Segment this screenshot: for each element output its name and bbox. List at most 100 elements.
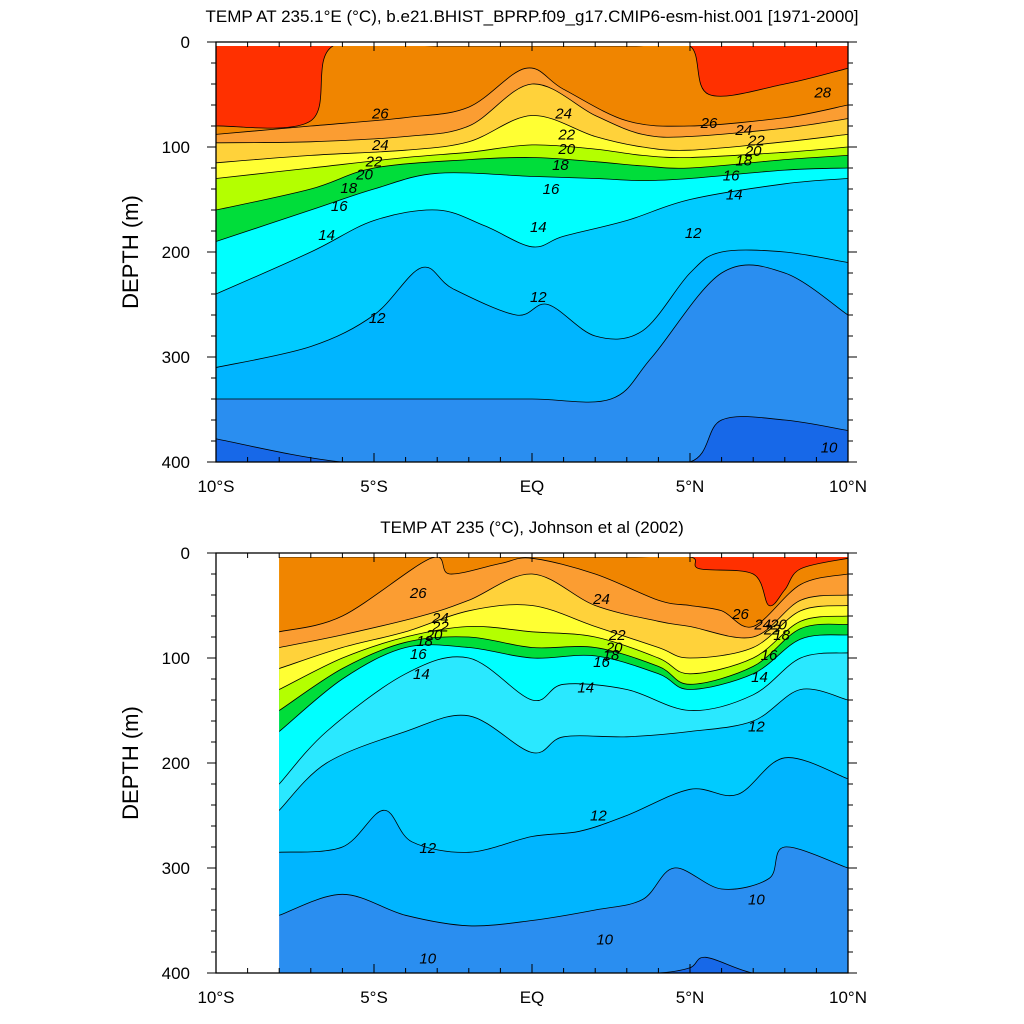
contour-label: 16	[331, 198, 348, 215]
isotherm-13	[279, 688, 848, 811]
contour-label: 22	[763, 622, 781, 639]
contour-label: 20	[769, 616, 787, 633]
y-tick-label: 200	[162, 243, 190, 262]
contour-label: 20	[744, 143, 762, 160]
isotherm-28	[279, 557, 848, 607]
contour-label: 26	[700, 115, 718, 132]
y-tick-label: 400	[162, 453, 190, 472]
isotherm-28	[216, 46, 848, 129]
contour-label: 20	[605, 640, 623, 657]
ticks: 10°S 5°S EQ 5°N 10°N 0 100 200 300 400	[162, 544, 867, 1007]
isotherm-22	[279, 604, 848, 669]
ticks: 10°S 5°S EQ 5°N 10°N 0 100 200 300 400	[162, 33, 867, 496]
y-tick-label: 100	[162, 138, 190, 157]
contour-label: 10	[748, 892, 765, 909]
x-tick-label: 10°S	[197, 477, 234, 496]
y-axis-label: DEPTH (m)	[118, 195, 143, 309]
x-tick-label: 10°S	[197, 988, 234, 1007]
contour-label: 20	[557, 141, 575, 158]
observations-panel: TEMP AT 235 (°C), Johnson et al (2002) D…	[118, 518, 867, 1007]
chart-title: TEMP AT 235 (°C), Johnson et al (2002)	[380, 518, 684, 537]
contour-label: 14	[751, 669, 768, 686]
temperature-bands	[279, 557, 848, 973]
contour-label: 22	[431, 619, 449, 636]
contour-label: 18	[773, 627, 790, 644]
contour-label: 14	[413, 666, 430, 683]
y-tick-label: 100	[162, 649, 190, 668]
y-tick-label: 0	[181, 33, 190, 52]
isotherm-11	[216, 264, 848, 403]
contour-label: 12	[685, 225, 702, 242]
isotherm-26	[279, 557, 848, 633]
contour-label: 18	[603, 647, 620, 664]
contour-label: 16	[723, 167, 740, 184]
contour-label: 14	[577, 679, 594, 696]
chart-title: TEMP AT 235.1°E (°C), b.e21.BHIST_BPRP.f…	[205, 7, 858, 26]
isotherm-18	[216, 154, 848, 211]
isotherm-10	[216, 416, 848, 462]
contour-label: 24	[554, 105, 572, 122]
contour-label: 24	[431, 610, 449, 627]
isotherm-11	[279, 846, 848, 927]
contour-label: 12	[419, 840, 436, 857]
contour-label: 18	[735, 153, 752, 170]
contour-label: 22	[557, 126, 575, 143]
contour-label: 24	[734, 122, 752, 139]
contour-label: 22	[747, 133, 765, 150]
contour-label: 18	[552, 157, 569, 174]
contour-label: 26	[731, 606, 749, 623]
model-panel: TEMP AT 235.1°E (°C), b.e21.BHIST_BPRP.f…	[118, 7, 867, 496]
isotherm-16	[216, 167, 848, 242]
contour-label: 18	[340, 180, 357, 197]
y-tick-label: 0	[181, 544, 190, 563]
band-above-28	[216, 46, 848, 129]
x-tick-label: 10°N	[829, 477, 867, 496]
x-tick-label: EQ	[520, 988, 545, 1007]
isotherm-24	[279, 573, 848, 648]
y-tick-label: 200	[162, 754, 190, 773]
isotherm-lines	[216, 46, 848, 462]
contour-label: 16	[761, 647, 778, 664]
isotherm-26	[216, 67, 848, 135]
contour-label: 28	[813, 84, 831, 101]
contour-label: 16	[410, 646, 427, 663]
contour-label: 10	[821, 439, 838, 456]
y-tick-label: 300	[162, 859, 190, 878]
x-tick-label: EQ	[520, 477, 545, 496]
contour-label: 12	[590, 808, 607, 825]
isotherm-20	[216, 144, 848, 179]
isotherm-12	[279, 757, 848, 853]
contour-label: 26	[371, 105, 389, 122]
band-above-28	[279, 557, 848, 606]
band-above-26	[216, 46, 848, 135]
contour-label: 24	[753, 616, 771, 633]
contour-label: 24	[371, 137, 389, 154]
contour-label: 10	[596, 931, 613, 948]
band-above-26	[279, 557, 848, 632]
contour-label: 14	[530, 219, 547, 236]
x-tick-label: 10°N	[829, 988, 867, 1007]
isotherm-14	[216, 178, 848, 295]
contour-label: 24	[592, 591, 610, 608]
isotherm-18	[279, 623, 848, 711]
contour-label: 12	[530, 289, 547, 306]
contour-label: 18	[416, 633, 433, 650]
isotherm-22	[216, 115, 848, 164]
contour-label: 20	[425, 627, 443, 644]
contour-label: 14	[726, 186, 743, 203]
y-tick-label: 400	[162, 964, 190, 983]
contour-label: 14	[318, 227, 335, 244]
temperature-bands	[216, 46, 848, 462]
contour-label: 12	[369, 310, 386, 327]
isotherm-16	[279, 634, 848, 733]
contour-label: 22	[608, 627, 626, 644]
x-tick-label: 5°S	[360, 988, 388, 1007]
contour-label: 26	[409, 585, 427, 602]
contour-label: 20	[355, 166, 373, 183]
contour-label: 16	[543, 181, 560, 198]
